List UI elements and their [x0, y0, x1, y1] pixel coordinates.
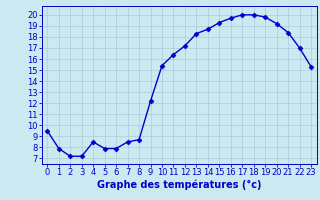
X-axis label: Graphe des températures (°c): Graphe des températures (°c)	[97, 180, 261, 190]
